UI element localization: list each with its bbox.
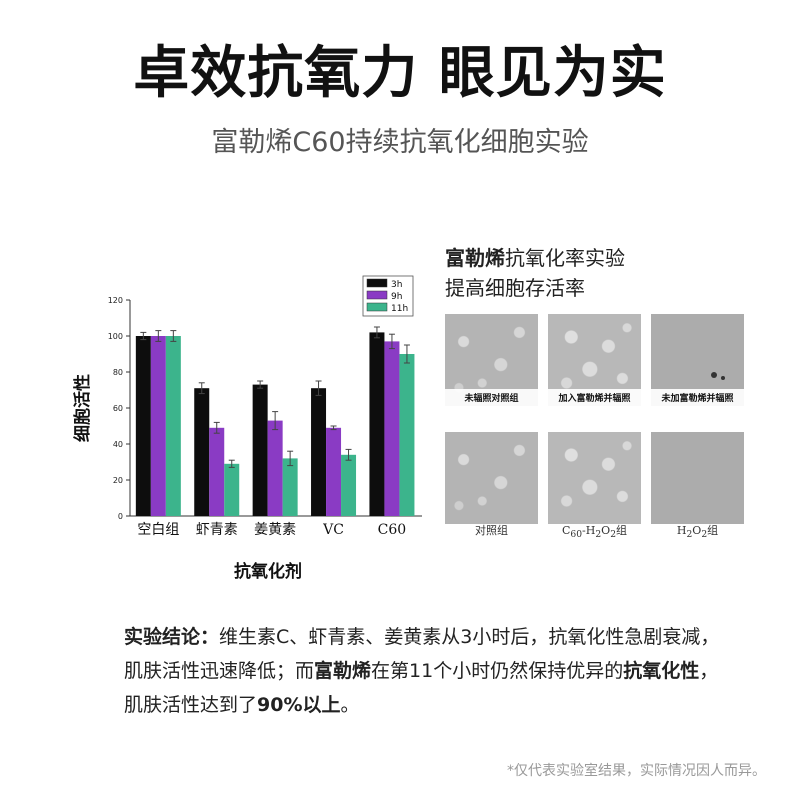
- legend-swatch: [366, 290, 388, 300]
- conclusion-lead: 实验结论：: [124, 626, 220, 648]
- bar: [224, 463, 240, 516]
- cell-title-strong: 富勒烯: [445, 246, 505, 270]
- bar: [209, 427, 225, 516]
- y-tick-label: 20: [113, 476, 123, 485]
- bar: [165, 336, 181, 516]
- disclaimer: *仅代表实验室结果，实际情况因人而异。: [507, 763, 766, 779]
- conclusion-highlight: 富勒烯: [314, 660, 372, 682]
- bar: [282, 458, 298, 516]
- bar: [399, 354, 415, 516]
- bar: [326, 427, 342, 516]
- micrograph-label: 加入富勒烯并辐照: [548, 389, 641, 406]
- conclusion-highlight: 90%以上: [257, 694, 341, 716]
- bar: [150, 336, 166, 516]
- legend-label: 9h: [391, 292, 402, 302]
- x-tick-label: 虾青素: [196, 522, 238, 538]
- page-title: 卓效抗氧力 眼见为实: [133, 41, 667, 106]
- conclusion-text: 。: [340, 694, 360, 716]
- caption-c: C: [561, 524, 571, 537]
- caption-text: 对照组: [475, 524, 508, 537]
- micrograph-caption-control: 对照组: [445, 522, 538, 538]
- micrograph-h2o2: [651, 432, 744, 524]
- legend-swatch: [366, 302, 388, 312]
- cell-debris-icon: [711, 372, 717, 378]
- x-tick-label: C60: [378, 522, 407, 538]
- cell-debris-icon: [721, 376, 725, 380]
- bar: [341, 454, 357, 516]
- cell-title-line2: 提高细胞存活率: [445, 276, 585, 300]
- x-tick-label: VC: [322, 522, 344, 538]
- cell-title-rest: 抗氧化率实验: [505, 246, 625, 270]
- bar: [252, 384, 268, 516]
- micrograph-fullerene-irradiated: 加入富勒烯并辐照: [548, 314, 641, 406]
- legend-label: 11h: [391, 304, 408, 314]
- caption-sub-2a: 2: [686, 529, 693, 541]
- micrograph-unirradiated-control: 未辐照对照组: [445, 314, 538, 406]
- bar: [369, 332, 385, 516]
- legend-label: 3h: [391, 280, 402, 290]
- y-tick-label: 0: [118, 512, 123, 521]
- micrograph-label: 未加富勒烯并辐照: [651, 389, 744, 406]
- cell-experiment-title: 富勒烯抗氧化率实验 提高细胞存活率: [445, 243, 625, 303]
- page-subtitle: 富勒烯C60持续抗氧化细胞实验: [211, 127, 589, 158]
- caption-sub-2a: 2: [595, 529, 602, 541]
- caption-group: 组: [707, 524, 719, 537]
- y-tick-label: 60: [113, 404, 123, 413]
- caption-o: O: [692, 524, 702, 537]
- y-tick-label: 80: [113, 368, 123, 377]
- caption-o: O: [601, 524, 611, 537]
- bar: [135, 336, 151, 516]
- bar: [384, 341, 400, 516]
- micrograph-no-fullerene-irradiated: 未加富勒烯并辐照: [651, 314, 744, 406]
- x-tick-label: 姜黄素: [254, 521, 296, 538]
- y-tick-label: 120: [108, 296, 123, 305]
- caption-sub-2b: 2: [610, 529, 617, 541]
- caption-h: H: [676, 524, 687, 537]
- caption-sub-60: 60: [570, 529, 583, 541]
- conclusion-text: ，肌肤活性达到了: [124, 660, 719, 716]
- micrograph-label: 未辐照对照组: [445, 389, 538, 406]
- y-tick-label: 100: [108, 332, 123, 341]
- conclusion-text: 在第11个小时仍然保持优异的: [371, 660, 624, 682]
- conclusion-text: 维生素C、虾青素、姜黄素从3小时后，抗氧化性急剧衰减，肌肤活性迅速降低；而: [124, 626, 720, 682]
- bar: [311, 388, 327, 516]
- experiment-conclusion: 实验结论：维生素C、虾青素、姜黄素从3小时后，抗氧化性急剧衰减，肌肤活性迅速降低…: [124, 620, 724, 722]
- legend-swatch: [366, 278, 388, 288]
- micrograph-caption-c60-h2o2: C60-H2O2组: [548, 522, 641, 540]
- x-tick-label: 空白组: [137, 522, 179, 538]
- conclusion-highlight: 抗氧化性: [623, 660, 700, 682]
- bar: [267, 420, 283, 516]
- micrograph-c60-h2o2: [548, 432, 641, 524]
- y-axis-label: 细胞活性: [72, 374, 93, 442]
- y-tick-label: 40: [113, 440, 123, 449]
- caption-group: 组: [616, 524, 628, 537]
- caption-sub-2b: 2: [701, 529, 708, 541]
- bar: [194, 388, 210, 516]
- caption-h: -H: [582, 524, 596, 537]
- x-axis-label: 抗氧化剂: [234, 561, 302, 582]
- micrograph-control: [445, 432, 538, 524]
- micrograph-caption-h2o2: H2O2组: [651, 522, 744, 540]
